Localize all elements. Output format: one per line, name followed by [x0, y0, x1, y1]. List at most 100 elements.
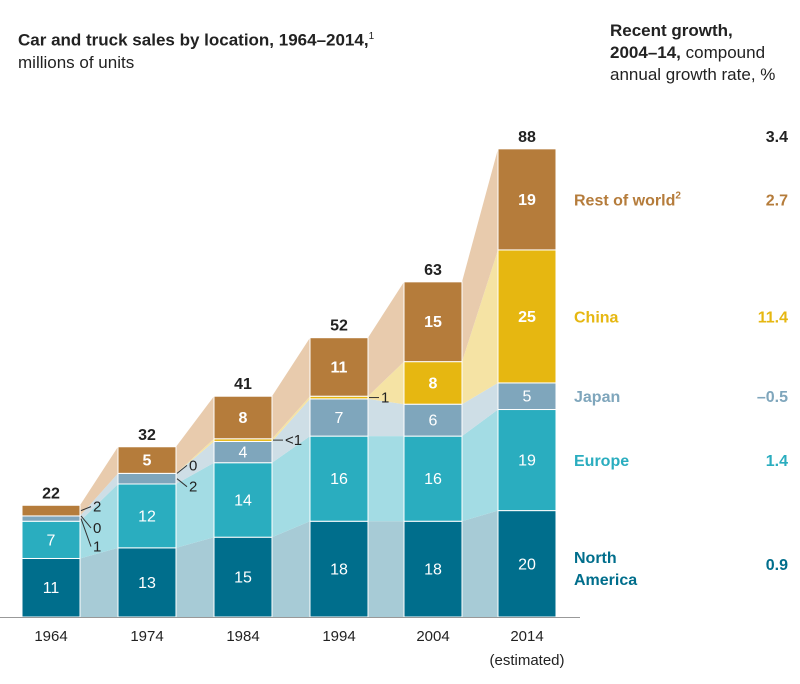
label-japan-1974: 2 [189, 479, 197, 496]
label-north-america-1964: 11 [43, 580, 60, 597]
band-china-1974 [176, 438, 214, 474]
label-china-2014: 25 [518, 309, 536, 326]
label-rest-of-world-2004: 15 [424, 314, 442, 331]
band-north-america-1984 [272, 521, 310, 617]
chart-subtitle: millions of units [18, 52, 135, 72]
total-2004: 63 [424, 262, 442, 279]
total-1984: 41 [234, 376, 252, 393]
label-north-america-2004: 18 [424, 562, 442, 579]
legend-rest-of-world-footnote: 2 [675, 190, 681, 201]
total-1994: 52 [330, 318, 348, 335]
legend-china: China [574, 309, 619, 326]
chart-title: Car and truck sales by location, 1964–20… [18, 30, 369, 50]
bar-north-america-2014 [497, 510, 557, 618]
x-tick-2014: 2014 [510, 628, 543, 645]
band-japan-1984 [272, 398, 310, 463]
bar-rest-of-world-1974 [117, 446, 177, 474]
band-china-2004 [462, 249, 498, 405]
bar-japan-1964 [21, 515, 81, 522]
label-europe-1994: 16 [330, 471, 348, 488]
label-rest-of-world-2014: 19 [518, 192, 536, 209]
label-rest-of-world-1974: 5 [143, 453, 152, 470]
label-rest-of-world-1994: 11 [331, 359, 348, 376]
x-tick-2004: 2004 [416, 628, 449, 645]
bar-japan-1974 [117, 472, 177, 485]
bar-rest-of-world-1984 [213, 395, 273, 440]
bar-rest-of-world-1964 [21, 504, 81, 517]
band-japan-1994 [368, 398, 404, 437]
total-1964: 22 [42, 485, 60, 502]
bar-rest-of-world-1994 [309, 337, 369, 397]
bar-europe-1974 [117, 483, 177, 549]
label-china-1974-leader [176, 464, 188, 474]
band-north-america-1964 [80, 547, 118, 617]
growth-europe: 1.4 [766, 453, 788, 470]
band-north-america-1994 [368, 521, 404, 617]
label-europe-1964: 7 [47, 532, 56, 549]
total-2014: 88 [518, 129, 536, 146]
bar-china-2004 [403, 361, 463, 405]
band-rest-of-world-1984 [272, 337, 310, 439]
x-tick-1974: 1974 [130, 628, 163, 645]
growth-rest-of-world: 2.7 [766, 192, 788, 209]
title-footnote: 1 [368, 31, 375, 42]
bar-japan-1994 [309, 398, 369, 437]
legend-europe: Europe [574, 453, 629, 470]
label-europe-1984: 14 [234, 492, 252, 509]
growth-header-line3: annual growth rate, % [610, 65, 776, 84]
label-china-1994: 1 [381, 390, 389, 407]
label-europe-1974: 12 [138, 508, 156, 525]
label-japan-2014: 5 [523, 389, 532, 406]
bar-north-america-1964 [21, 557, 81, 618]
growth-header-line1: Recent growth, [610, 21, 733, 40]
growth-total: 3.4 [766, 129, 788, 146]
total-1974: 32 [138, 427, 156, 444]
x-tick-1994: 1994 [322, 628, 355, 645]
chart-title-block: Car and truck sales by location, 1964–20… [18, 26, 374, 74]
label-japan-1994: 7 [335, 410, 344, 427]
label-china-1964: 0 [93, 520, 101, 537]
band-europe-1984 [272, 436, 310, 538]
bar-japan-2014 [497, 382, 557, 411]
legend-rest-of-world: Rest of world2 [574, 190, 681, 209]
label-china-1984: <1 [285, 432, 302, 449]
bar-north-america-2004 [403, 520, 463, 618]
bar-europe-1964 [21, 520, 81, 559]
label-china-1964-leader [80, 515, 92, 529]
label-north-america-1994: 18 [330, 562, 348, 579]
band-japan-1964 [80, 473, 118, 522]
label-japan-1984: 4 [239, 445, 248, 462]
band-north-america-1974 [176, 537, 214, 617]
band-china-1984 [272, 396, 310, 442]
band-europe-2004 [462, 409, 498, 522]
label-rest-of-world-1964: 2 [93, 499, 101, 516]
bar-europe-2004 [403, 435, 463, 522]
bar-north-america-1994 [309, 520, 369, 618]
label-rest-of-world-1964-leader [80, 506, 92, 512]
bar-rest-of-world-2004 [403, 281, 463, 363]
growth-japan: –0.5 [757, 389, 788, 406]
band-europe-1974 [176, 462, 214, 548]
growth-header-line2-rest: compound [680, 43, 766, 62]
bar-europe-1984 [213, 462, 273, 538]
label-japan-1974-leader [176, 478, 188, 488]
label-north-america-1974: 13 [138, 575, 156, 592]
growth-header-line2-bold: 2004–14, [610, 43, 681, 62]
band-japan-1974 [176, 441, 214, 484]
growth-header: Recent growth, 2004–14, compound annual … [610, 20, 775, 86]
label-north-america-2014: 20 [518, 556, 536, 573]
band-europe-1964 [80, 484, 118, 559]
bar-europe-1994 [309, 435, 369, 522]
growth-china: 11.4 [758, 309, 788, 326]
legend-north-america-line2: America [574, 572, 637, 589]
bar-rest-of-world-2014 [497, 148, 557, 251]
band-rest-of-world-1974 [176, 396, 214, 474]
band-china-1994 [368, 361, 404, 405]
label-europe-2014: 19 [518, 453, 536, 470]
label-china-2004: 8 [429, 375, 438, 392]
label-rest-of-world-1984: 8 [239, 410, 248, 427]
band-north-america-2004 [462, 510, 498, 617]
band-japan-2004 [462, 382, 498, 437]
growth-north-america: 0.9 [766, 557, 788, 574]
